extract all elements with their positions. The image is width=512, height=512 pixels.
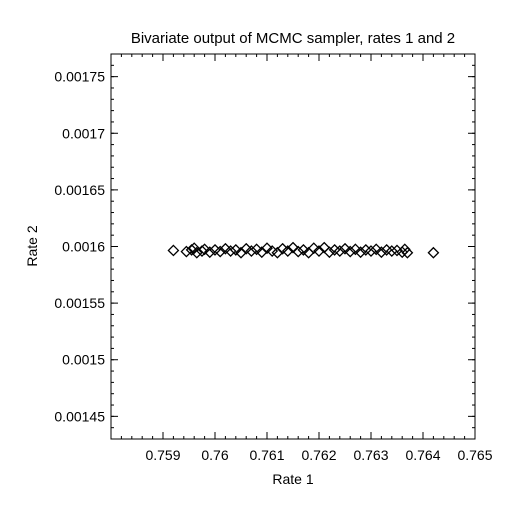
y-tick-label: 0.00175 <box>54 69 105 85</box>
data-point <box>167 244 180 257</box>
x-axis-label: Rate 1 <box>272 471 313 487</box>
x-tick-label: 0.762 <box>301 447 336 463</box>
y-tick-label: 0.0016 <box>62 239 105 255</box>
data-point <box>385 245 398 257</box>
data-point <box>375 246 388 259</box>
data-point <box>196 245 208 257</box>
x-tick-label: 0.76 <box>201 447 228 463</box>
data-point <box>370 243 383 256</box>
y-tick-label: 0.00155 <box>54 295 105 311</box>
data-point <box>209 243 221 256</box>
data-point <box>214 245 227 258</box>
data-points <box>167 241 440 259</box>
data-point <box>203 246 216 259</box>
data-point <box>359 243 372 256</box>
x-tick-label: 0.765 <box>457 447 492 463</box>
data-point <box>401 246 414 259</box>
y-tick-label: 0.00145 <box>54 408 105 424</box>
data-point <box>245 245 258 257</box>
data-point <box>250 243 263 256</box>
data-point <box>224 245 237 257</box>
data-point <box>354 246 367 259</box>
data-point <box>198 243 211 256</box>
data-point <box>188 242 201 255</box>
y-tick-label: 0.0017 <box>62 125 105 141</box>
data-point <box>365 245 377 257</box>
x-tick-label: 0.764 <box>405 447 440 463</box>
data-point <box>292 245 305 258</box>
plot-frame <box>110 53 476 440</box>
data-point <box>229 243 242 256</box>
x-tick-label: 0.759 <box>145 447 180 463</box>
data-point <box>333 245 346 257</box>
data-point <box>261 242 273 255</box>
y-axis-label: Rate 2 <box>24 225 40 266</box>
data-point <box>185 243 198 256</box>
data-point <box>190 246 203 259</box>
y-tick-label: 0.00165 <box>54 182 105 198</box>
y-tick-label: 0.0015 <box>62 352 105 368</box>
x-axis: 0.759 0.76 0.761 0.762 0.763 0.764 0.765 <box>110 54 493 463</box>
data-point <box>323 246 336 259</box>
data-point <box>427 246 440 259</box>
x-tick-label: 0.761 <box>249 447 284 463</box>
data-point <box>287 241 299 254</box>
data-point <box>297 243 310 256</box>
data-point <box>349 243 362 256</box>
data-point <box>180 245 193 258</box>
data-point <box>307 242 320 255</box>
data-point <box>281 245 294 257</box>
data-point <box>339 242 351 255</box>
x-tick-label: 0.763 <box>353 447 388 463</box>
data-point <box>313 245 325 257</box>
data-point <box>344 245 357 258</box>
data-point <box>380 243 393 256</box>
data-point <box>328 243 341 256</box>
chart-title: Bivariate output of MCMC sampler, rates … <box>131 30 455 47</box>
y-axis: 0.00145 0.0015 0.00155 0.0016 0.00165 0.0017 0… <box>54 53 475 440</box>
